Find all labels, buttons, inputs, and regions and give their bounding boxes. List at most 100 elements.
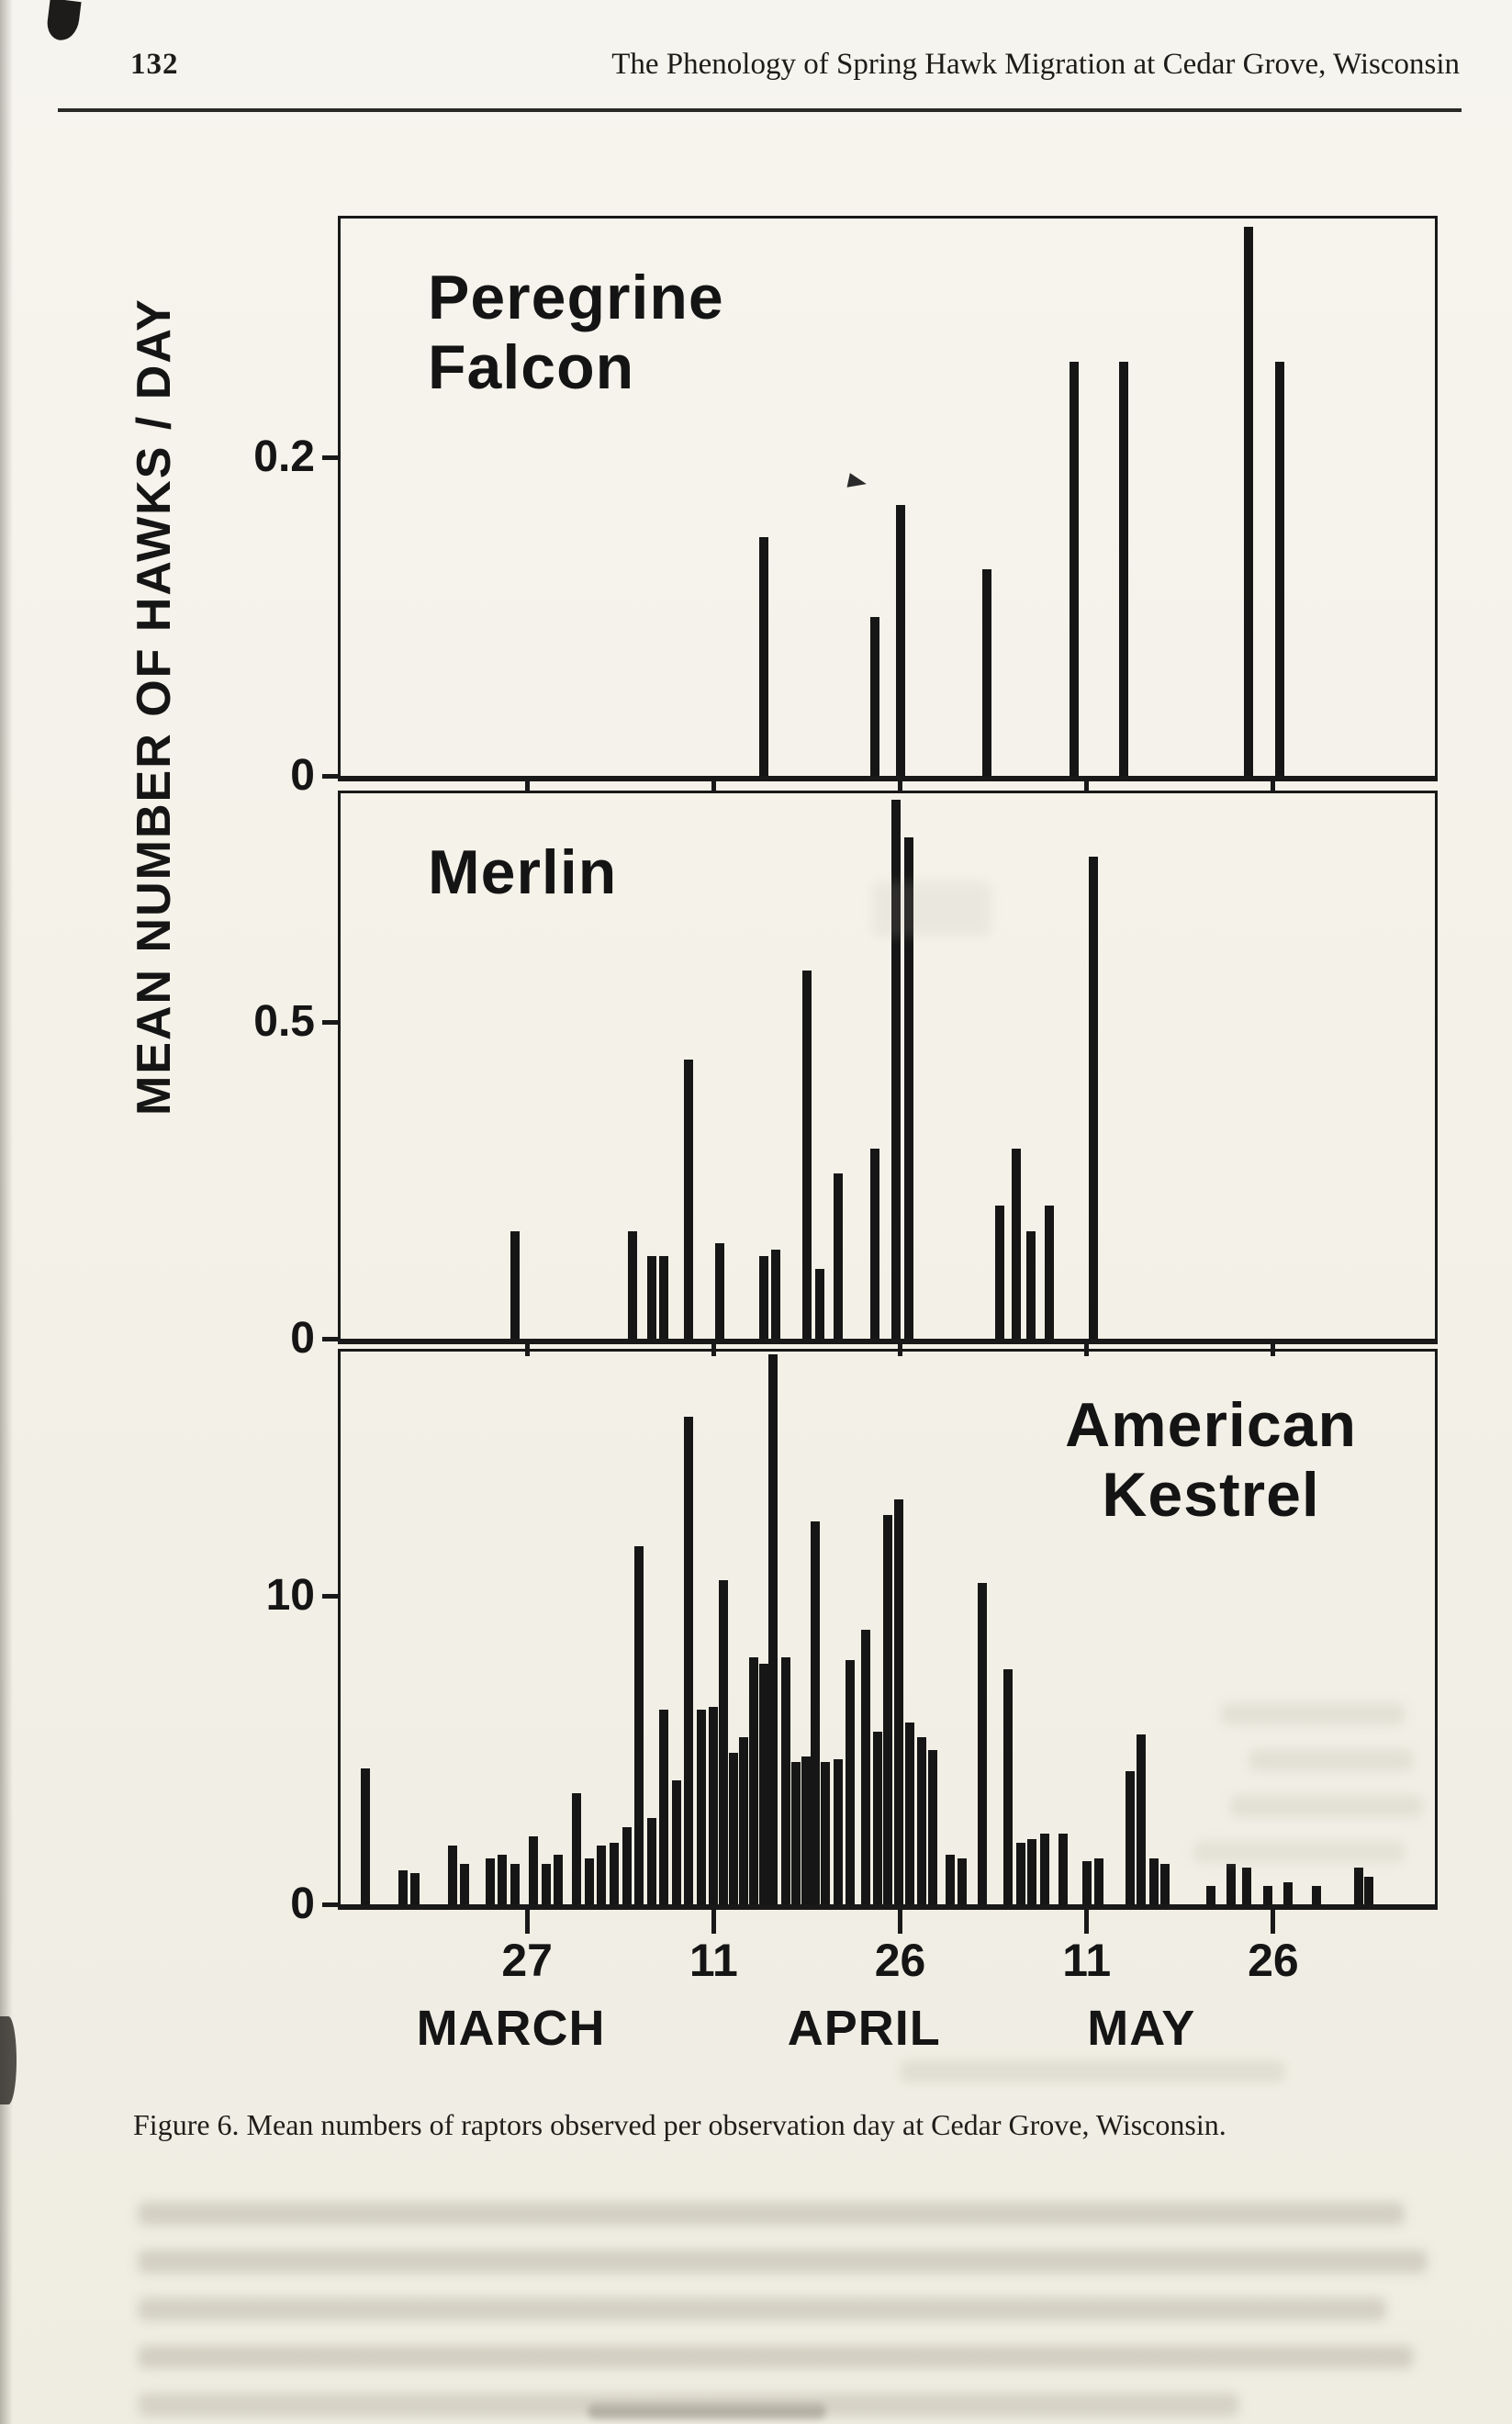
scan-bottom-smudge bbox=[588, 2404, 826, 2418]
bar bbox=[1312, 1885, 1322, 1904]
bar bbox=[945, 1855, 955, 1904]
panel-merlin: Merlin bbox=[338, 791, 1438, 1344]
bar bbox=[709, 1706, 719, 1904]
bar bbox=[646, 1256, 656, 1339]
bleed-through-artifact bbox=[138, 2202, 1405, 2226]
bar bbox=[447, 1846, 457, 1904]
panel-american-kestrel: American Kestrel bbox=[338, 1349, 1438, 1910]
bar bbox=[719, 1579, 729, 1904]
bar bbox=[905, 1722, 915, 1904]
y-tick-label: 0 bbox=[290, 751, 315, 800]
x-tick-mark bbox=[1084, 1910, 1090, 1934]
bar bbox=[554, 1855, 564, 1904]
bar bbox=[1081, 1860, 1092, 1904]
bar bbox=[715, 1243, 725, 1339]
bar bbox=[541, 1864, 551, 1904]
x-tick-mark bbox=[898, 781, 903, 793]
bar bbox=[1003, 1669, 1014, 1904]
bar bbox=[528, 1836, 538, 1904]
panel-title-line: Peregrine bbox=[428, 263, 724, 332]
bar bbox=[821, 1762, 831, 1904]
panel-title-peregrine-falcon: Peregrine Falcon bbox=[428, 263, 724, 402]
bar bbox=[398, 1870, 408, 1904]
bleed-through-artifact bbox=[900, 2060, 1285, 2082]
bar bbox=[833, 1173, 843, 1339]
x-month-label: MAY bbox=[1087, 2001, 1196, 2056]
y-tick-mark bbox=[322, 1019, 338, 1025]
bar bbox=[1045, 1205, 1055, 1339]
x-tick-mark bbox=[711, 781, 716, 793]
bar bbox=[1015, 1842, 1025, 1904]
bar bbox=[610, 1842, 619, 1904]
panel-title-american-kestrel: American Kestrel bbox=[1065, 1390, 1357, 1530]
bar bbox=[1039, 1833, 1049, 1904]
header-rule bbox=[58, 108, 1462, 112]
bar bbox=[895, 505, 905, 776]
panel-peregrine-falcon: Peregrine Falcon bbox=[338, 216, 1438, 781]
bar bbox=[1354, 1867, 1364, 1904]
bar bbox=[738, 1737, 748, 1904]
bar bbox=[1058, 1833, 1068, 1904]
bleed-through-artifact bbox=[138, 2345, 1414, 2369]
x-tick-mark bbox=[711, 1910, 716, 1934]
bar bbox=[771, 1250, 781, 1339]
bar bbox=[790, 1762, 801, 1904]
bar bbox=[485, 1857, 495, 1904]
bleed-through-artifact bbox=[138, 2250, 1428, 2273]
bar bbox=[982, 568, 992, 776]
x-tick-mark bbox=[524, 1344, 530, 1356]
y-tick-label: 0 bbox=[290, 1314, 315, 1363]
x-tick-label: 26 bbox=[874, 1935, 926, 1986]
bar bbox=[994, 1205, 1004, 1339]
bar bbox=[498, 1855, 508, 1904]
x-tick-mark bbox=[711, 1344, 716, 1356]
panel-title-line: Kestrel bbox=[1102, 1460, 1320, 1531]
bar bbox=[1148, 1857, 1159, 1904]
x-tick-mark bbox=[1271, 1344, 1276, 1356]
bleed-through-artifact bbox=[1193, 1841, 1405, 1863]
bar bbox=[1243, 226, 1253, 776]
bar bbox=[410, 1873, 420, 1904]
bar bbox=[870, 1148, 880, 1339]
bar bbox=[1274, 362, 1284, 776]
x-month-label: APRIL bbox=[787, 2001, 941, 2056]
x-tick-label: 27 bbox=[501, 1935, 553, 1986]
y-tick-mark bbox=[322, 1337, 338, 1341]
bar bbox=[1025, 1230, 1036, 1339]
bar bbox=[1070, 362, 1080, 776]
x-tick-mark bbox=[524, 1910, 530, 1934]
bar bbox=[684, 1060, 694, 1339]
page-number: 132 bbox=[130, 48, 179, 81]
bleed-through-artifact bbox=[1249, 1749, 1414, 1771]
x-tick-mark bbox=[1271, 781, 1276, 793]
bar bbox=[510, 1864, 520, 1904]
bar bbox=[780, 1656, 790, 1904]
bar bbox=[628, 1230, 638, 1339]
bar bbox=[860, 1629, 870, 1904]
x-tick-mark bbox=[524, 781, 530, 793]
bar bbox=[814, 1269, 824, 1339]
bar bbox=[597, 1846, 607, 1904]
bar bbox=[891, 799, 902, 1339]
bleed-through-artifact bbox=[1230, 1795, 1423, 1817]
bar bbox=[801, 971, 812, 1339]
y-tick-label: 0 bbox=[290, 1880, 315, 1928]
bar bbox=[811, 1521, 821, 1904]
bar bbox=[671, 1780, 681, 1904]
y-tick-mark bbox=[322, 455, 338, 461]
bar bbox=[894, 1499, 904, 1904]
bar bbox=[870, 616, 880, 776]
bar bbox=[1137, 1734, 1147, 1904]
bar bbox=[1206, 1885, 1216, 1904]
bar bbox=[977, 1583, 987, 1904]
bar bbox=[460, 1864, 470, 1904]
y-tick-mark bbox=[322, 1902, 338, 1907]
bar bbox=[927, 1749, 937, 1904]
bar bbox=[833, 1758, 843, 1904]
bar bbox=[873, 1731, 883, 1904]
bar bbox=[1263, 1885, 1273, 1904]
x-tick-label: 26 bbox=[1248, 1935, 1299, 1986]
bar bbox=[1283, 1882, 1294, 1904]
y-tick-mark bbox=[322, 774, 338, 779]
bar bbox=[1242, 1867, 1252, 1904]
